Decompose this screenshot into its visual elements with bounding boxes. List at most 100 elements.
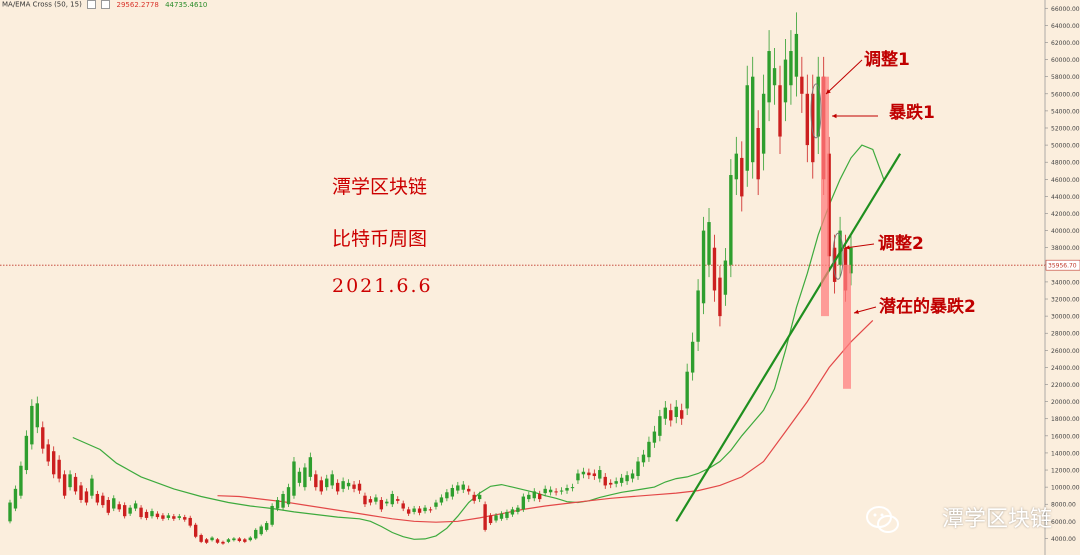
wechat-icon <box>866 506 899 533</box>
candle-body <box>598 470 602 479</box>
trendline-group <box>675 153 902 522</box>
candle-body <box>811 93 815 163</box>
candle <box>19 461 23 499</box>
candle-body <box>729 175 733 265</box>
candle-body <box>527 494 531 500</box>
candle-body <box>543 488 547 494</box>
candle <box>248 536 252 542</box>
candle-body <box>215 539 220 543</box>
candle-body <box>57 459 61 479</box>
candle <box>565 484 569 494</box>
candle-body <box>292 461 296 496</box>
candle <box>46 439 50 466</box>
candle-body <box>767 51 771 103</box>
axis-tick-label: 26000.00 <box>1051 348 1080 355</box>
candle-body <box>827 153 831 257</box>
candle <box>352 481 356 493</box>
candle-body <box>445 492 449 499</box>
candle-body <box>701 230 706 304</box>
candle <box>166 513 171 521</box>
candle <box>292 457 296 499</box>
candle-body <box>772 68 777 86</box>
candle-body <box>548 489 553 493</box>
candle-body <box>838 230 842 265</box>
candle-body <box>259 526 263 535</box>
candle <box>488 513 493 526</box>
candle <box>603 473 607 489</box>
ema-slow-line <box>217 319 874 523</box>
candle-body <box>592 473 597 477</box>
candle <box>325 474 329 491</box>
candle <box>581 467 586 479</box>
candle-body <box>576 473 580 481</box>
candle <box>439 494 444 506</box>
candle-body <box>800 76 804 94</box>
candle-body <box>456 485 460 491</box>
candle-body <box>122 505 127 517</box>
axis-tick-label: 52000.00 <box>1051 125 1080 132</box>
axis-tick-label: 28000.00 <box>1051 331 1080 338</box>
candle-body <box>488 515 493 524</box>
candle <box>161 513 165 521</box>
candle <box>789 30 793 105</box>
candle <box>101 492 105 508</box>
watermark-text: 潭学区块链 <box>941 507 1052 532</box>
candles <box>8 12 853 545</box>
candle-body <box>630 473 635 479</box>
candle-body <box>144 511 149 518</box>
candle-body <box>73 476 78 492</box>
candle <box>663 401 668 425</box>
close-icon[interactable] <box>101 0 111 9</box>
candle-body <box>428 509 433 511</box>
candle <box>73 473 78 495</box>
candle <box>374 494 378 505</box>
candle-body <box>832 247 837 282</box>
candle-body <box>423 507 427 512</box>
axis-tick-label: 20000.00 <box>1051 399 1080 406</box>
indicator-name: MA/EMA Cross (50, 15) <box>2 0 82 9</box>
annotation-adjust1-arrow <box>825 59 863 95</box>
candle <box>112 495 116 512</box>
candle <box>243 537 247 544</box>
candle-body <box>636 461 640 477</box>
candle <box>84 488 89 506</box>
candle-body <box>297 471 302 483</box>
candle-body <box>275 499 280 509</box>
candle-body <box>614 481 618 484</box>
candle-body <box>565 487 569 491</box>
candle-body <box>690 341 695 373</box>
candle <box>204 537 209 544</box>
candle-body <box>281 493 285 508</box>
candle <box>783 39 788 122</box>
candle <box>445 489 449 502</box>
candle-body <box>341 481 345 489</box>
candle <box>221 540 225 545</box>
candle-body <box>150 511 154 517</box>
candle-body <box>79 485 83 500</box>
candle <box>690 332 695 381</box>
candle <box>756 110 760 196</box>
candle-body <box>264 523 269 530</box>
settings-icon[interactable] <box>87 0 97 9</box>
candle-body <box>483 504 487 530</box>
candle-body <box>778 85 782 137</box>
axis-tick-label: 60000.00 <box>1051 57 1080 64</box>
axis-tick-label: 24000.00 <box>1051 365 1080 372</box>
axis-panel <box>1045 0 1080 555</box>
candle-body <box>783 59 788 103</box>
candle <box>188 515 192 528</box>
candle-body <box>751 76 755 163</box>
candle <box>237 537 242 543</box>
candle <box>41 421 45 454</box>
candle <box>483 501 487 532</box>
candle <box>423 505 427 514</box>
axis-tick-label: 64000.00 <box>1051 23 1080 30</box>
candle-body <box>734 153 739 180</box>
candle-body <box>254 529 258 539</box>
candle <box>570 483 575 492</box>
candle <box>505 509 509 521</box>
candle <box>385 498 389 507</box>
candle-body <box>559 490 564 492</box>
